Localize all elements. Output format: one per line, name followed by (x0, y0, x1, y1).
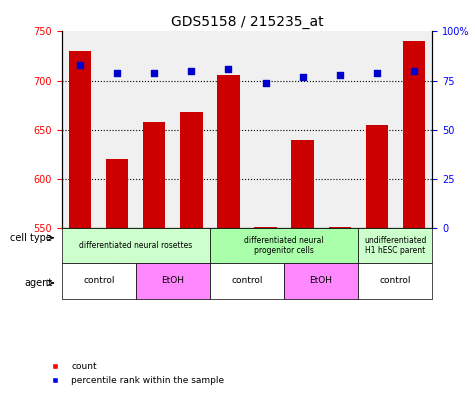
Point (410, 68, 418, 74)
Text: agent: agent (24, 278, 52, 288)
FancyBboxPatch shape (358, 263, 432, 299)
Title: GDS5158 / 215235_at: GDS5158 / 215235_at (171, 15, 323, 29)
Text: control: control (380, 277, 411, 285)
Point (373, 70, 380, 76)
Point (225, 66, 232, 72)
Text: differentiated neural rosettes: differentiated neural rosettes (79, 241, 192, 250)
Bar (180, 112, 202, 228)
Text: control: control (231, 277, 263, 285)
Bar (218, 75, 239, 228)
FancyBboxPatch shape (62, 263, 136, 299)
FancyBboxPatch shape (358, 228, 432, 263)
Point (262, 79, 269, 86)
Bar (366, 125, 388, 228)
Bar (106, 159, 128, 228)
FancyBboxPatch shape (210, 228, 358, 263)
Bar (255, 227, 276, 228)
Point (76, 62, 84, 68)
Bar (292, 140, 314, 228)
FancyBboxPatch shape (62, 228, 210, 263)
Text: EtOH: EtOH (162, 277, 184, 285)
FancyBboxPatch shape (136, 263, 210, 299)
Bar (143, 122, 165, 228)
FancyBboxPatch shape (284, 263, 358, 299)
Bar (69, 51, 91, 228)
Text: undifferentiated
H1 hESC parent: undifferentiated H1 hESC parent (364, 236, 427, 255)
Point (188, 68, 195, 74)
FancyBboxPatch shape (210, 263, 284, 299)
Text: EtOH: EtOH (310, 277, 332, 285)
Bar (329, 227, 351, 228)
Text: cell type: cell type (10, 233, 52, 243)
Point (151, 70, 158, 76)
Point (114, 70, 121, 76)
Text: differentiated neural
progenitor cells: differentiated neural progenitor cells (244, 236, 324, 255)
Legend: count, percentile rank within the sample: count, percentile rank within the sample (43, 359, 228, 389)
Point (336, 72, 343, 78)
Text: control: control (83, 277, 114, 285)
Point (299, 73, 306, 80)
Bar (403, 41, 425, 228)
